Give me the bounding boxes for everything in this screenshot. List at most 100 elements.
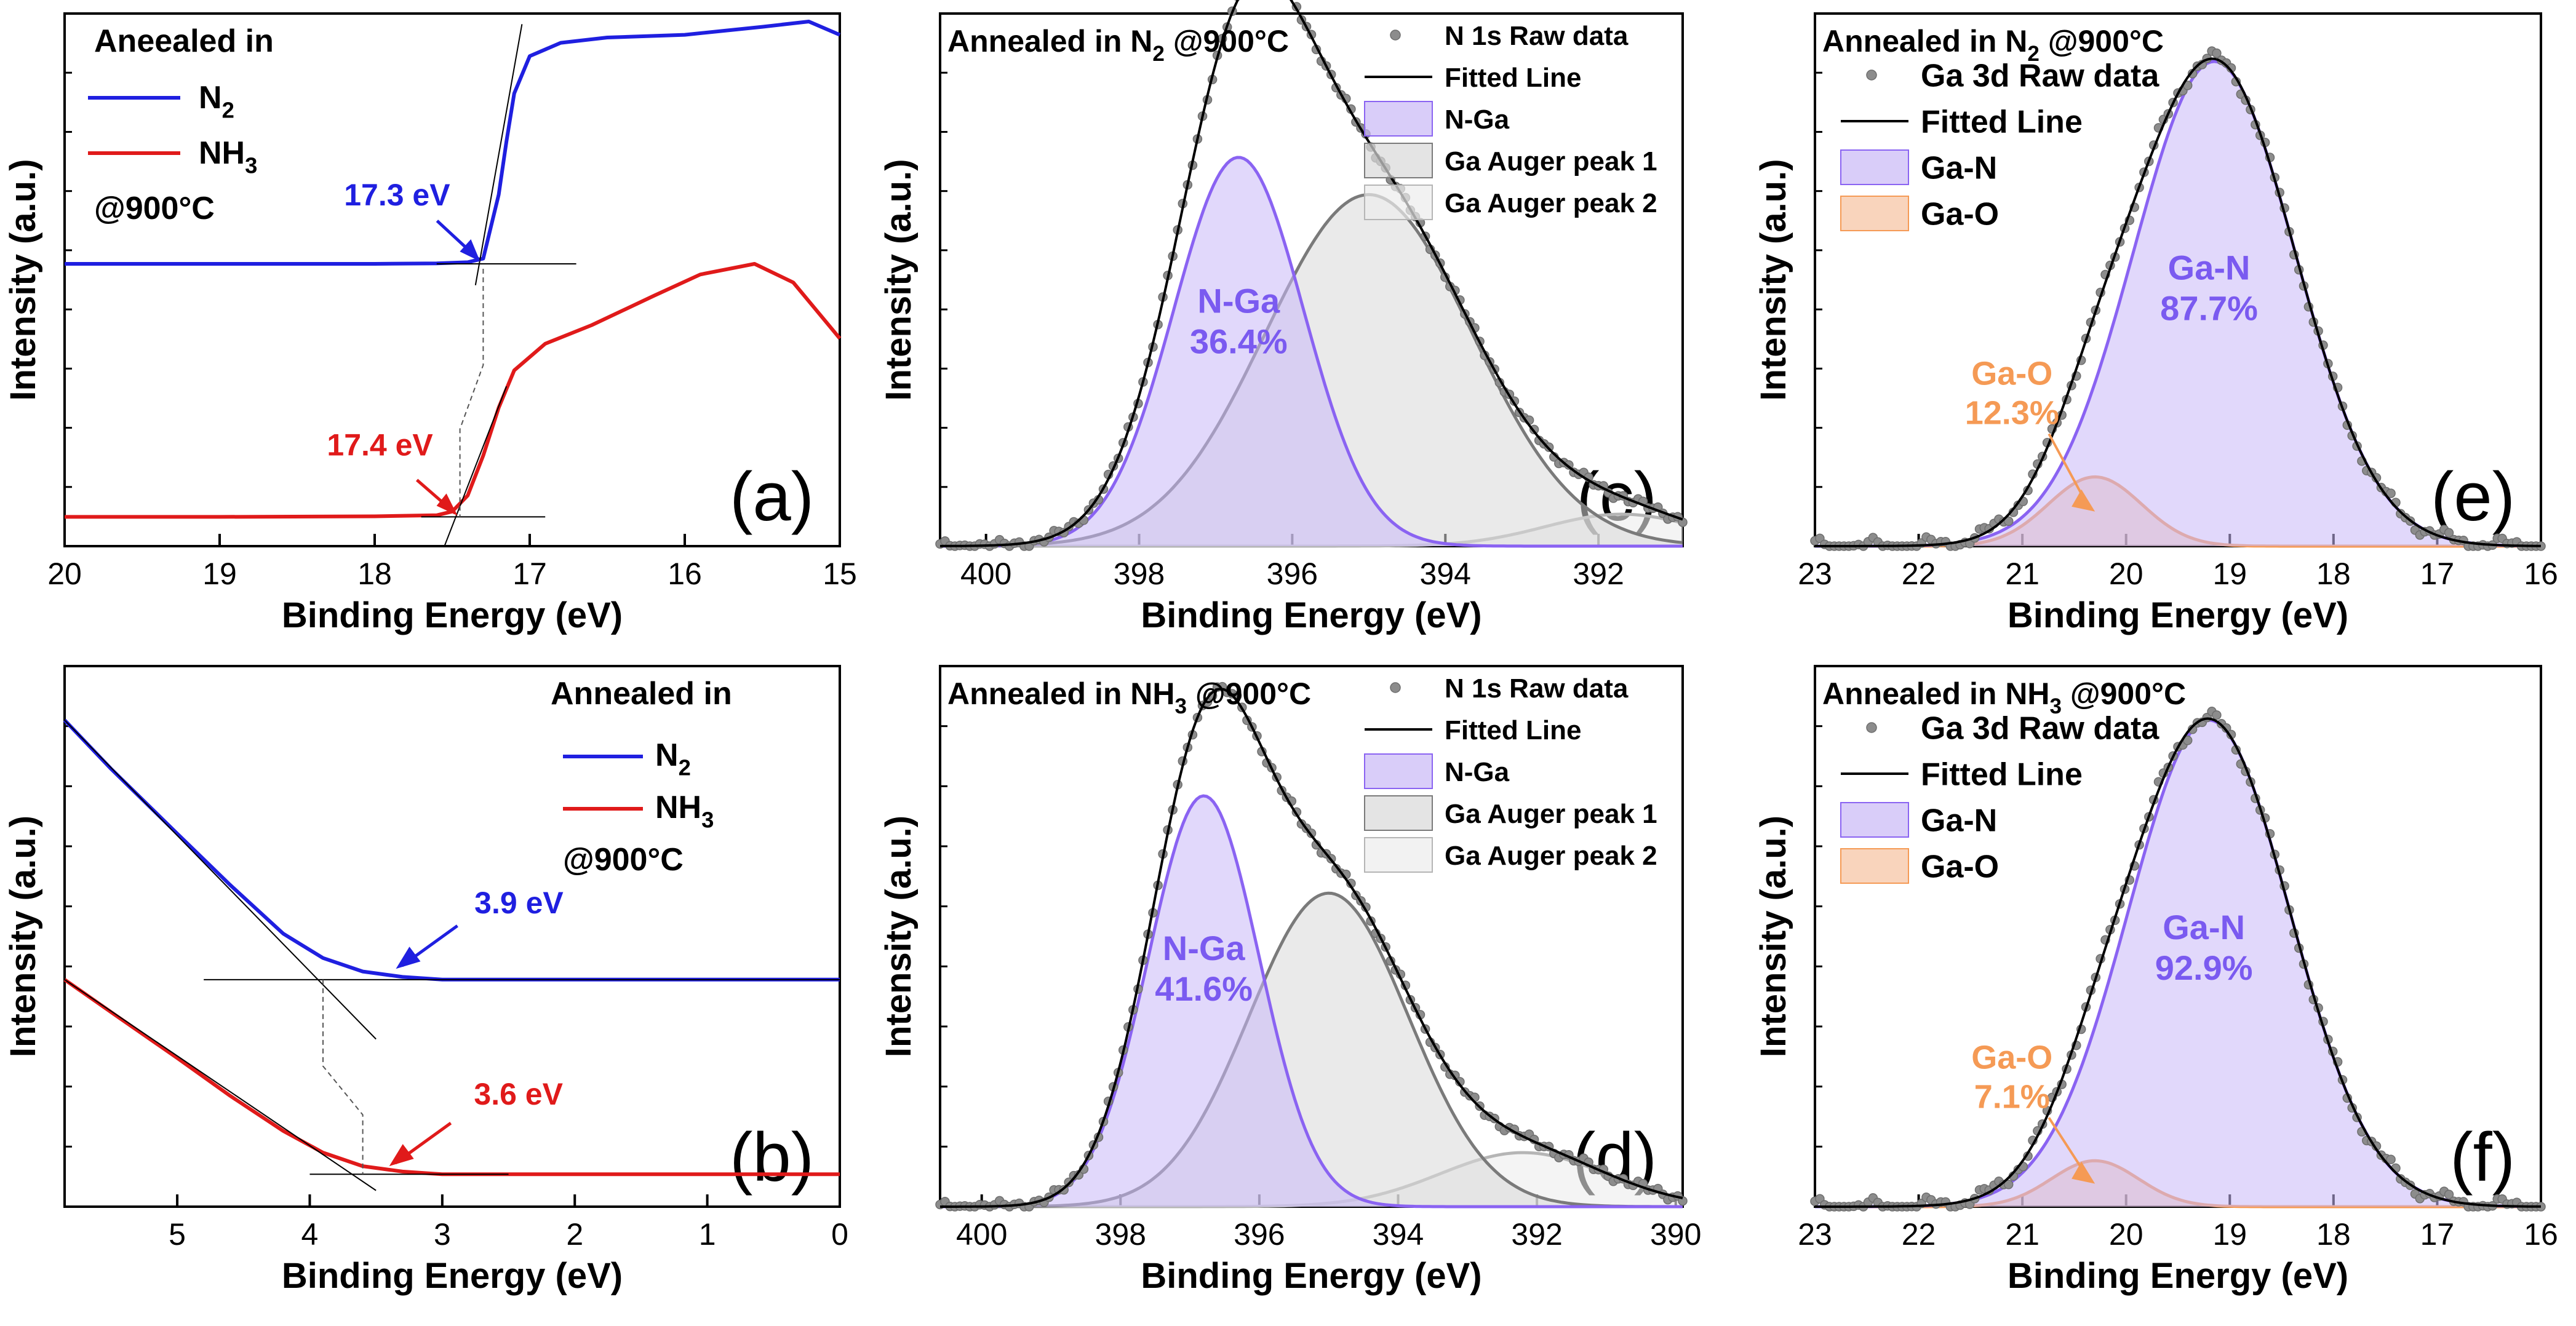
x-tick-label: 5	[169, 1217, 186, 1252]
panel-b: 5 4 3 2 1 0 Binding Energy (eV) Intensity (a.u.…	[3, 665, 848, 1296]
x-tick-label: 18	[2316, 1217, 2351, 1252]
peak-label-percent: 87.7%	[2160, 289, 2258, 328]
annotation-text-nh3: 17.4 eV	[327, 427, 433, 462]
raw-data-point	[2444, 1189, 2454, 1199]
legend-label: Fitted Line	[1921, 757, 2083, 793]
raw-data-point	[2003, 516, 2014, 526]
panel-a: 20 19 18 17 16 15 Binding Energy (eV) Intensity…	[3, 12, 857, 635]
x-axis-label: Binding Energy (eV)	[2008, 595, 2348, 635]
y-axis-label: Intensity (a.u.)	[879, 816, 919, 1057]
annotation-text-n2: 3.9 eV	[474, 886, 564, 920]
oxide-label-name: Ga-O	[1971, 355, 2052, 392]
legend-label: Ga Auger peak 1	[1445, 146, 1657, 177]
shift-guide-line	[322, 979, 364, 1175]
x-tick-label: 16	[668, 557, 702, 591]
fitted-envelope-line	[940, 0, 1683, 547]
legend-swatch-ga-auger-peak-1	[1364, 143, 1433, 178]
legend-entry-nh3: NH3	[199, 135, 257, 178]
legend-entry-nh3: NH3	[655, 790, 714, 833]
tangent-fit-nh3	[444, 386, 508, 547]
y-axis-label: Intensity (a.u.)	[879, 159, 919, 400]
x-tick-label: 4	[301, 1217, 319, 1252]
x-tick-label: 17	[2420, 1217, 2455, 1252]
tangent-fit-n2	[474, 24, 523, 285]
legend-entry-n2: N2	[199, 80, 234, 123]
panel-label: (e)	[2431, 458, 2515, 535]
y-axis-label: Intensity (a.u.)	[1753, 816, 1793, 1057]
peak-fill-ga-n	[1815, 61, 2541, 546]
legend-swatch-raw	[1390, 30, 1401, 41]
raw-data-point	[2003, 1180, 2014, 1189]
legend-title: Aneealed in	[94, 23, 274, 59]
y-axis-label: Intensity (a.u.)	[3, 816, 43, 1057]
legend-label: Ga Auger peak 1	[1445, 799, 1657, 829]
legend-swatch-ga-o	[1840, 848, 1909, 884]
panel-title: Annealed in N2 @900°C	[947, 24, 1289, 66]
panel-title: Annealed in N2 @900°C	[1822, 24, 2164, 66]
raw-data-point	[2386, 1154, 2396, 1164]
series-line-nh3	[65, 262, 842, 519]
x-tick-label: 23	[1798, 1217, 1832, 1252]
peak-fill-ga-auger-peak-1	[940, 893, 1683, 1207]
legend-title: Annealed in	[551, 676, 732, 712]
legend-swatch-n-ga	[1364, 753, 1433, 789]
x-tick-label: 394	[1373, 1217, 1424, 1252]
legend-label: Fitted Line	[1445, 715, 1581, 745]
x-tick-label: 22	[1902, 557, 1936, 591]
x-tick-label: 2	[566, 1217, 583, 1252]
panel-e: 23 22 21 20 19 18 17 16 Binding Energy (eV) Inten…	[1753, 12, 2558, 635]
y-axis-label: Intensity (a.u.)	[3, 159, 43, 400]
legend-label: Ga Auger peak 2	[1445, 841, 1657, 871]
x-tick-label: 398	[1114, 557, 1165, 591]
legend-swatch-ga-n	[1840, 149, 1909, 185]
raw-data-point	[2212, 48, 2222, 58]
legend-swatch-raw	[1866, 69, 1877, 81]
legend-label: Fitted Line	[1921, 105, 2083, 140]
legend-entry-n2: N2	[655, 737, 691, 780]
x-axis-label: Binding Energy (eV)	[1141, 1256, 1481, 1296]
x-tick-label: 21	[2005, 557, 2040, 591]
series-line-n2	[65, 20, 841, 266]
x-axis-label: Binding Energy (eV)	[282, 595, 623, 635]
peak-label-name: N-Ga	[1163, 929, 1246, 967]
fitted-envelope-line	[1815, 717, 2541, 1208]
panel-title: Annealed in NH3 @900°C	[1822, 677, 2186, 718]
legend-swatch-n-ga	[1364, 101, 1433, 137]
fitted-envelope-line	[1815, 57, 2542, 547]
legend-label: Ga Auger peak 2	[1445, 188, 1657, 218]
legend-swatch-ga-n	[1840, 802, 1909, 838]
annotation-text-nh3: 3.6 eV	[474, 1077, 563, 1111]
oxide-label-percent: 12.3%	[1965, 394, 2059, 431]
x-tick-label: 20	[2109, 557, 2143, 591]
legend-footer: @900°C	[94, 191, 215, 226]
peak-label-percent: 41.6%	[1155, 969, 1253, 1008]
tangent-fit-nh3	[64, 979, 377, 1191]
x-tick-label: 16	[2524, 1217, 2558, 1252]
legend-label: Ga-N	[1921, 151, 1997, 186]
legend-label: N 1s Raw data	[1445, 21, 1629, 51]
x-tick-label: 18	[357, 557, 392, 591]
peak-label-name: Ga-N	[2163, 908, 2245, 947]
x-tick-label: 22	[1902, 1217, 1936, 1252]
legend-footer: @900°C	[563, 842, 684, 878]
x-tick-label: 0	[831, 1217, 848, 1252]
x-tick-label: 19	[2212, 1217, 2247, 1252]
x-tick-label: 398	[1095, 1217, 1146, 1252]
x-tick-label: 16	[2524, 557, 2558, 591]
x-tick-label: 400	[960, 557, 1011, 591]
legend-label: Ga-O	[1921, 849, 1999, 885]
peak-label-name: N-Ga	[1197, 282, 1280, 320]
tangent-fit-n2	[64, 720, 377, 1040]
peak-label-name: Ga-N	[2168, 248, 2251, 287]
legend-label: Ga 3d Raw data	[1921, 58, 2159, 94]
x-tick-label: 396	[1234, 1217, 1285, 1252]
annotation-arrowhead-nh3	[436, 493, 458, 516]
oxide-label-percent: 7.1%	[1974, 1078, 2050, 1115]
legend-label: N 1s Raw data	[1445, 673, 1629, 704]
peak-fill-n-ga	[940, 796, 1683, 1207]
x-tick-label: 396	[1267, 557, 1318, 591]
oxide-arrowhead	[2072, 1161, 2095, 1184]
x-tick-label: 392	[1511, 1217, 1562, 1252]
raw-data-point	[2444, 528, 2454, 538]
